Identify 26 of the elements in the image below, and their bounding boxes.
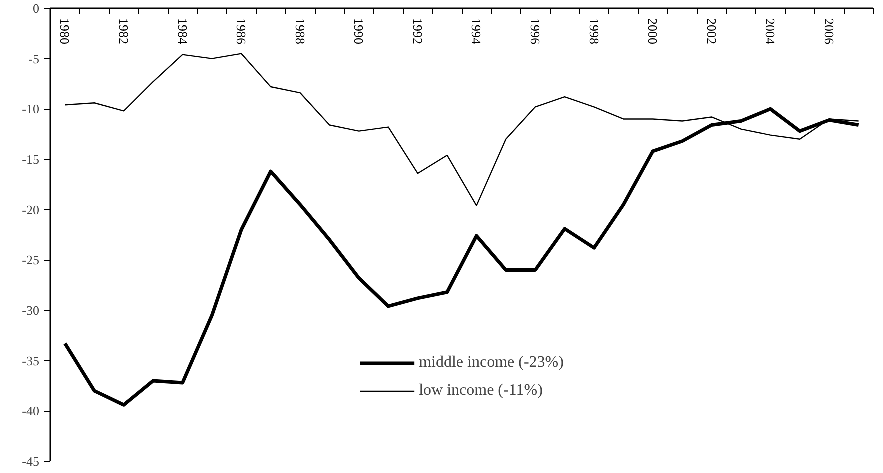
x-tick-label: 1990 (352, 18, 367, 44)
legend-label: middle income (-23%) (419, 354, 564, 372)
x-tick-label: 1994 (469, 18, 484, 45)
y-tick-label: 0 (33, 1, 40, 16)
x-tick-label: 2004 (763, 18, 778, 45)
x-tick-label: 1992 (410, 18, 426, 44)
x-tick-label: 1998 (586, 18, 602, 44)
y-tick-label: -40 (22, 404, 40, 419)
y-tick-label: -10 (22, 102, 40, 117)
y-tick-label: -20 (22, 202, 40, 218)
x-tick-label: 1986 (234, 18, 250, 45)
x-tick-label: 1980 (58, 18, 73, 44)
y-tick-label: -25 (22, 252, 40, 268)
y-tick-label: -5 (28, 51, 40, 66)
y-tick-label: -45 (22, 454, 40, 469)
x-tick-label: 1996 (528, 18, 543, 45)
y-tick-label: -15 (22, 152, 40, 167)
y-tick-label: -35 (22, 353, 40, 368)
x-tick-label: 2002 (704, 18, 720, 44)
x-tick-label: 1988 (292, 18, 308, 44)
x-tick-label: 2006 (822, 18, 837, 45)
legend-label: low income (-11%) (419, 382, 543, 400)
x-tick-label: 1984 (175, 18, 190, 45)
x-tick-label: 2000 (646, 18, 661, 44)
y-tick-label: -30 (22, 303, 40, 318)
x-tick-label: 1982 (116, 18, 132, 44)
